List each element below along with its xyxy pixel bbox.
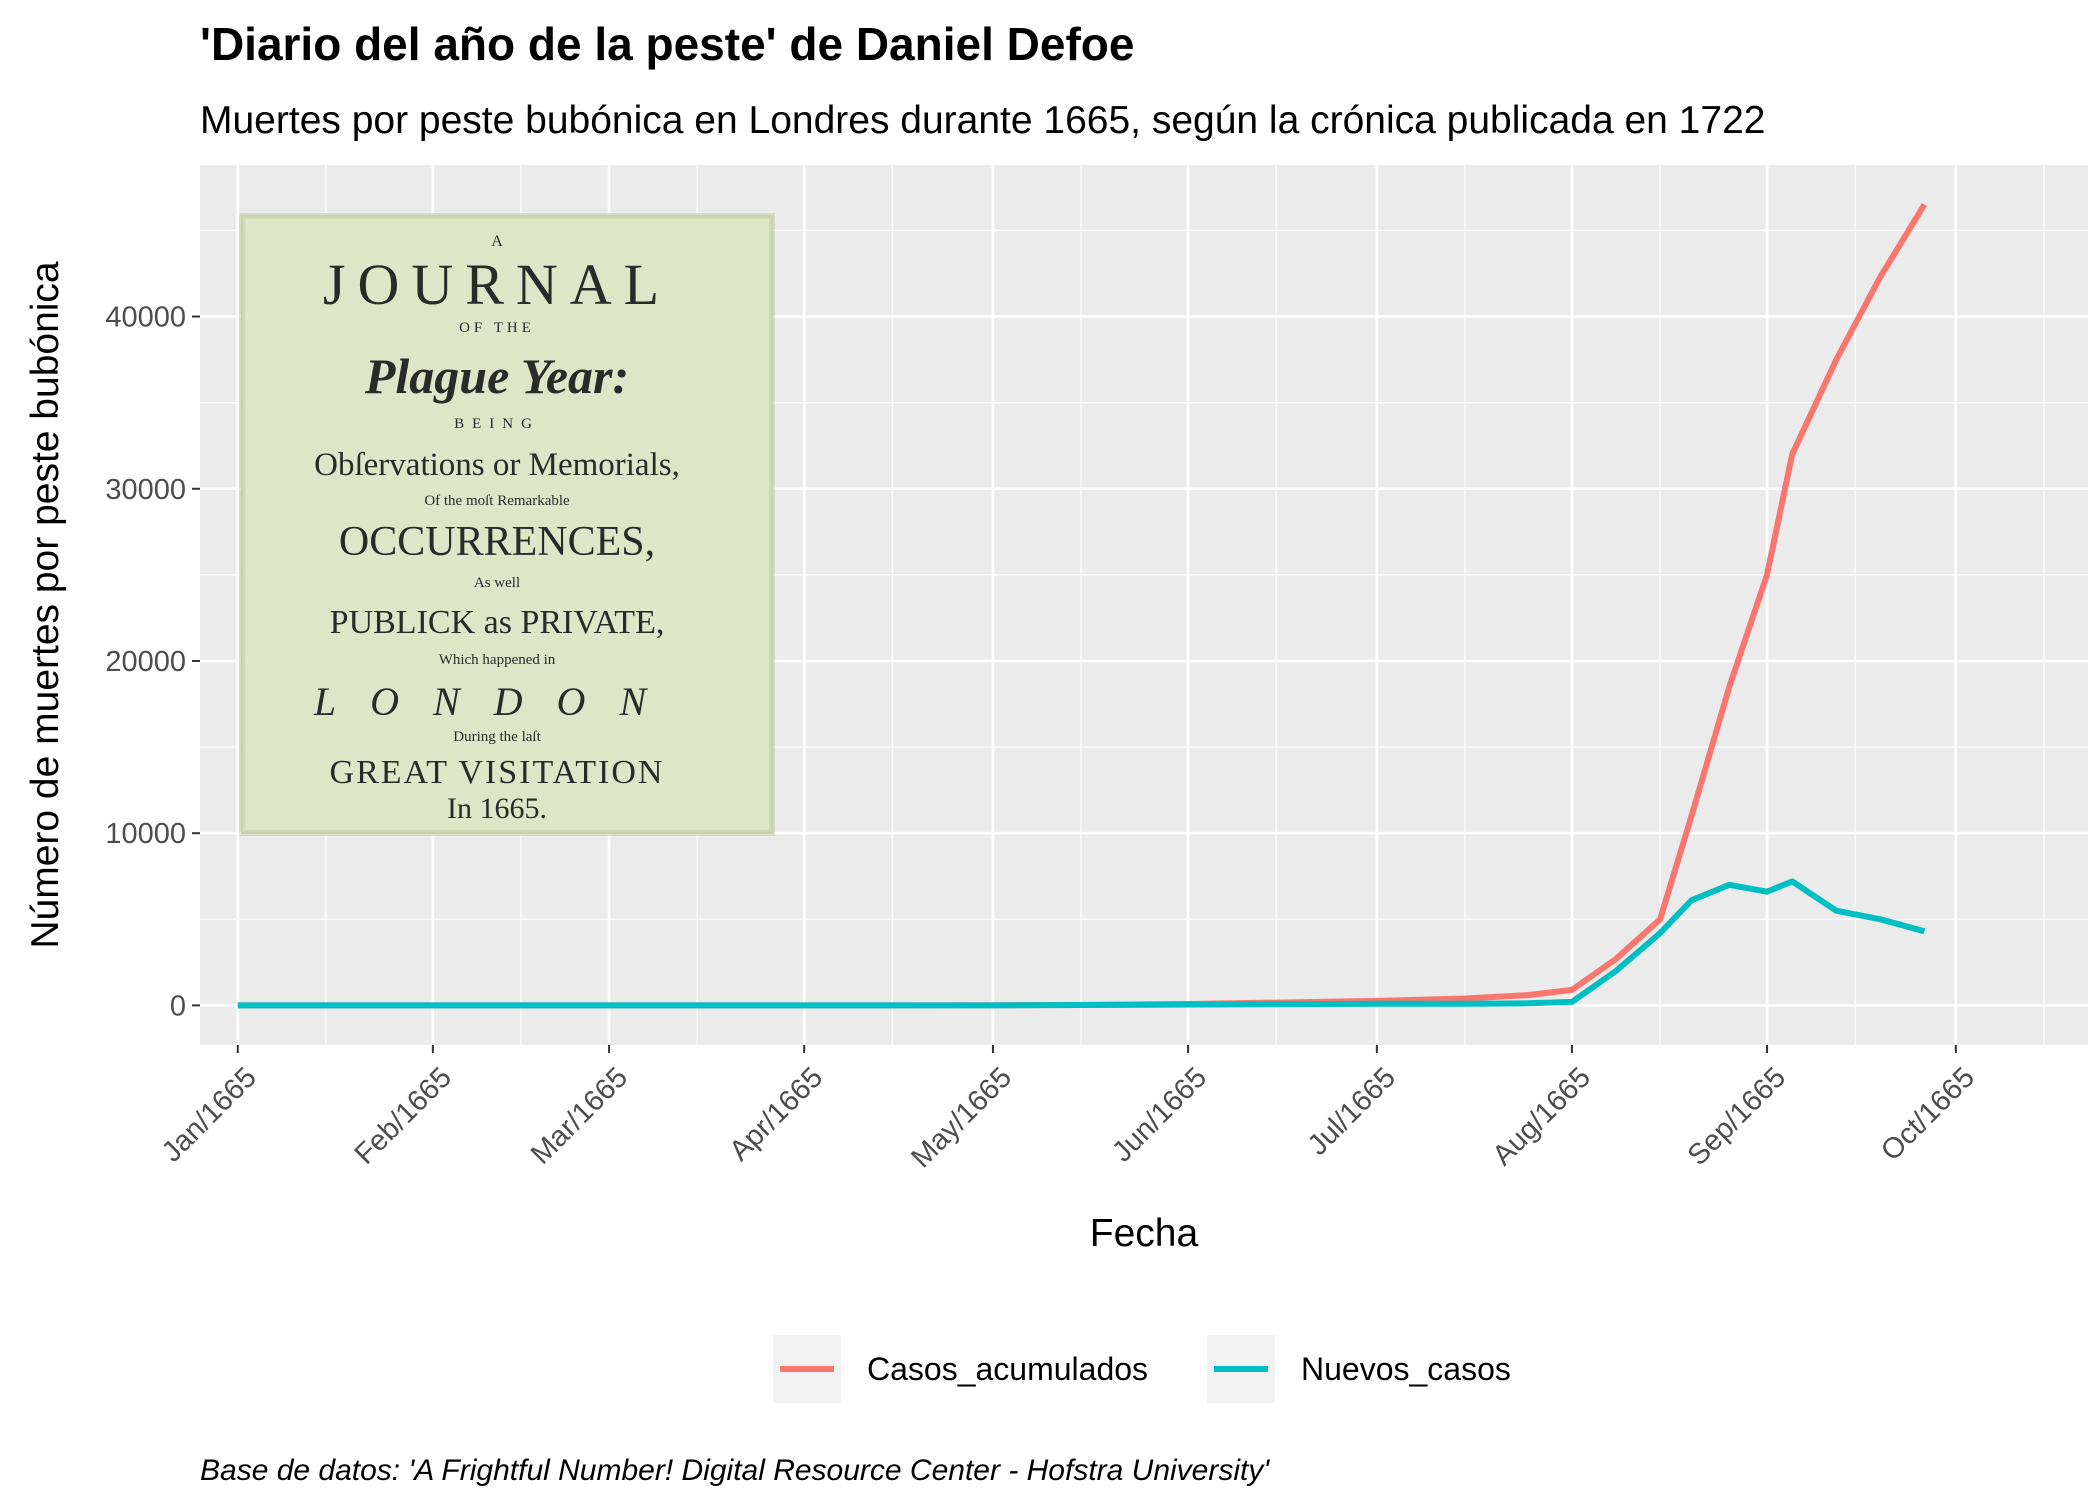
- x-tick-label: Oct/1665: [1875, 1061, 1981, 1167]
- y-axis: 0 10000 20000 30000 40000: [105, 302, 200, 1022]
- book-line-of-the: OF THE: [459, 320, 535, 336]
- y-tick-label: 0: [170, 990, 186, 1022]
- x-tick-label: Mar/1665: [525, 1061, 634, 1170]
- book-line-occurrences: OCCURRENCES,: [339, 519, 655, 565]
- book-line-great-visitation: GREAT VISITATION: [330, 754, 665, 791]
- y-tick-label: 20000: [105, 646, 186, 678]
- book-line-year: In 1665.: [447, 792, 547, 825]
- y-axis-title: Número de muertes por peste bubónica: [24, 261, 67, 949]
- x-tick-label: Feb/1665: [349, 1061, 458, 1170]
- book-line-remarkable: Of the moſt Remarkable: [424, 493, 570, 509]
- x-tick-label: May/1665: [905, 1061, 1018, 1174]
- chart-title: 'Diario del año de la peste' de Daniel D…: [200, 18, 1134, 70]
- book-line-publick: PUBLICK as PRIVATE,: [330, 604, 665, 641]
- book-line-journal: JOURNAL: [323, 252, 671, 317]
- book-line-plague-year: Plague Year:: [364, 348, 629, 404]
- chart-caption: Base de datos: 'A Frightful Number! Digi…: [200, 1454, 1270, 1487]
- book-line-as-well: As well: [474, 575, 520, 591]
- y-tick-label: 10000: [105, 818, 186, 850]
- y-tick-label: 30000: [105, 474, 186, 506]
- x-tick-label: Jan/1665: [156, 1061, 263, 1168]
- legend-label: Nuevos_casos: [1301, 1351, 1511, 1387]
- book-line-during: During the laſt: [453, 729, 541, 745]
- series-lines: [237, 203, 1927, 1009]
- book-title-page-image: A JOURNAL OF THE Plague Year: BEING Obſe…: [239, 213, 775, 836]
- book-line-observations: Obſervations or Memorials,: [314, 447, 680, 483]
- book-line-a: A: [491, 233, 503, 250]
- chart-subtitle: Muertes por peste bubónica en Londres du…: [200, 99, 1765, 142]
- book-line-which-happened: Which happened in: [439, 652, 556, 668]
- x-axis: Jan/1665 Feb/1665 Mar/1665 Apr/1665 May/1665…: [156, 1045, 1981, 1174]
- book-line-being: BEING: [454, 416, 540, 432]
- legend-label: Casos_acumulados: [867, 1351, 1148, 1387]
- x-tick-label: Jun/1665: [1106, 1061, 1213, 1168]
- x-tick-label: Sep/1665: [1682, 1061, 1792, 1171]
- x-tick-label: Apr/1665: [723, 1061, 829, 1167]
- legend: Casos_acumulados Nuevos_casos: [773, 1335, 1511, 1403]
- x-tick-label: Jul/1665: [1302, 1061, 1402, 1161]
- y-tick-label: 40000: [105, 302, 186, 334]
- series-line-nuevos-casos: [237, 878, 1926, 1009]
- book-line-london: LONDON: [313, 679, 680, 724]
- x-tick-label: Aug/1665: [1487, 1061, 1597, 1171]
- x-axis-title: Fecha: [1090, 1212, 1199, 1255]
